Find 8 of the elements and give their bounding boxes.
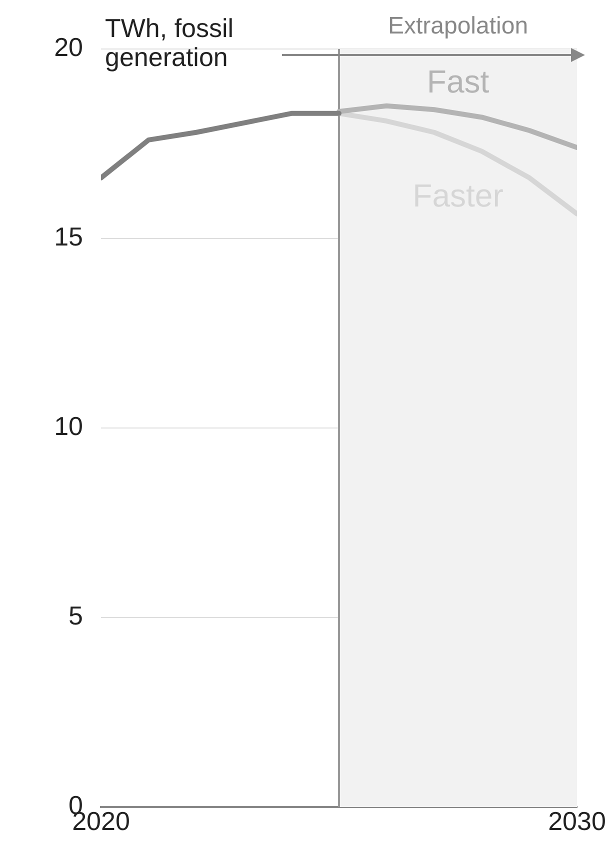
y-tick-label: 10: [54, 411, 83, 442]
band-label: Extrapolation: [388, 12, 528, 40]
y-tick-label: 5: [68, 600, 83, 631]
y-axis-title: TWh, fossil generation: [105, 13, 234, 72]
series-label: Fast: [426, 63, 490, 100]
y-tick-label: 15: [54, 222, 83, 252]
y-tick-label: 20: [54, 32, 83, 62]
x-tick-label: 2030: [548, 806, 606, 836]
